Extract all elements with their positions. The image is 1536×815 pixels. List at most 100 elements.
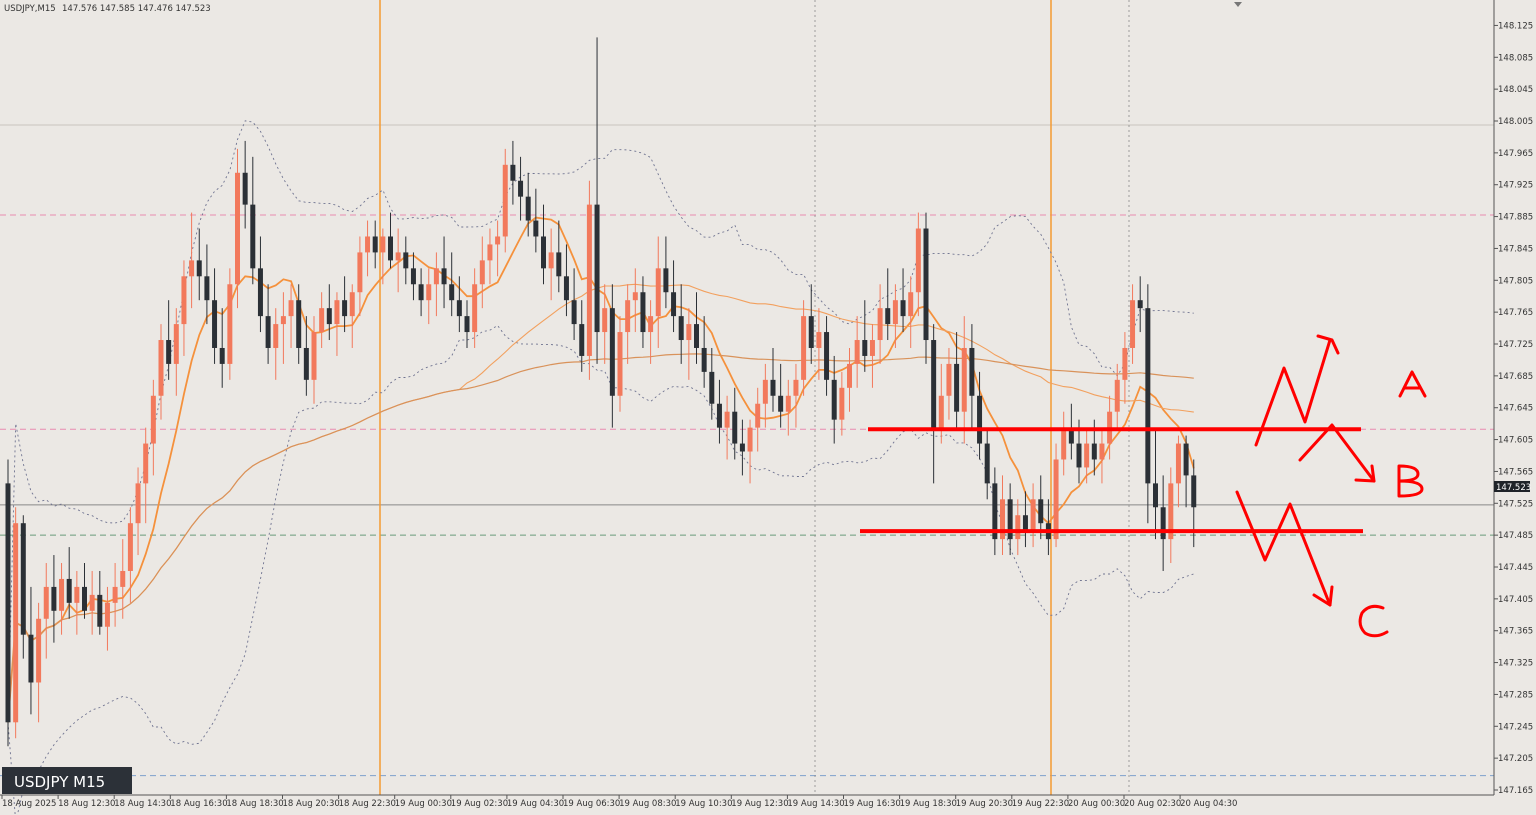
price-tick-label-7: 147.845 — [1498, 244, 1533, 254]
candle-body-79 — [609, 308, 615, 396]
candle-body-4 — [36, 618, 42, 683]
candle-body-80 — [617, 332, 623, 396]
candle-body-74 — [571, 300, 577, 325]
candle-body-22 — [173, 324, 179, 364]
candle-body-31 — [242, 172, 248, 205]
candle-body-128 — [984, 443, 990, 484]
candle-body-17 — [135, 483, 141, 524]
candle-body-18 — [143, 443, 149, 484]
candle-body-58 — [449, 284, 455, 301]
price-tick-label-9: 147.765 — [1498, 308, 1533, 318]
time-tick-label-7: 19 Aug 00:30 — [395, 799, 452, 809]
candle-body-148 — [1137, 300, 1143, 309]
ma-fast-line — [7, 216, 1195, 723]
candle-body-1 — [13, 523, 19, 723]
candle-body-115 — [885, 308, 891, 325]
candle-body-36 — [280, 316, 286, 325]
candle-body-138 — [1061, 427, 1067, 460]
candle-body-127 — [977, 395, 983, 444]
price-tick-label-17: 147.445 — [1498, 563, 1533, 573]
time-tick-label-12: 19 Aug 10:30 — [675, 799, 732, 809]
candle-body-16 — [127, 523, 133, 571]
candle-body-116 — [892, 300, 898, 325]
ma-slow-line — [7, 353, 1194, 723]
candle-body-154 — [1183, 443, 1189, 476]
time-tick-label-14: 19 Aug 14:30 — [787, 799, 844, 809]
price-tick-label-12: 147.645 — [1498, 404, 1533, 414]
price-tick-label-3: 148.005 — [1498, 117, 1533, 127]
candle-body-112 — [862, 340, 868, 356]
price-tick-label-16: 147.485 — [1498, 531, 1533, 541]
price-tick-label-13: 147.605 — [1498, 436, 1533, 446]
candle-body-119 — [915, 228, 921, 293]
candle-body-155 — [1191, 475, 1197, 508]
candle-body-66 — [510, 164, 516, 181]
candle-body-51 — [395, 252, 401, 261]
candle-body-88 — [678, 316, 684, 341]
candle-body-82 — [632, 292, 638, 301]
candle-body-84 — [648, 316, 654, 333]
time-tick-label-1: 18 Aug 12:30 — [58, 799, 115, 809]
candle-body-139 — [1068, 427, 1074, 444]
hand-annotations — [1235, 334, 1427, 638]
candle-body-150 — [1153, 483, 1158, 508]
candle-body-86 — [663, 268, 669, 293]
candle-body-62 — [479, 260, 485, 285]
candle-body-133 — [1022, 515, 1028, 532]
candle-body-27 — [212, 300, 218, 348]
time-tick-label-15: 19 Aug 16:30 — [844, 799, 901, 809]
candle-body-6 — [51, 586, 57, 611]
indicators — [7, 120, 1195, 815]
candle-body-131 — [1007, 499, 1013, 540]
candle-body-50 — [388, 236, 393, 261]
price-tick-label-20: 147.325 — [1498, 659, 1533, 669]
time-tick-label-17: 19 Aug 20:30 — [956, 799, 1013, 809]
candle-body-121 — [931, 340, 937, 428]
label-b-glyph — [1397, 464, 1424, 498]
candle-body-32 — [250, 204, 256, 269]
candle-body-81 — [625, 300, 631, 333]
candle-body-38 — [296, 300, 302, 348]
candle-body-13 — [104, 602, 110, 627]
candle-body-30 — [235, 172, 240, 285]
candle-body-14 — [112, 586, 118, 603]
candle-body-146 — [1122, 347, 1128, 380]
candle-body-41 — [319, 308, 325, 333]
price-tick-label-21: 147.285 — [1498, 690, 1533, 700]
candle-body-142 — [1091, 443, 1097, 460]
candle-body-109 — [839, 387, 845, 420]
candle-body-56 — [433, 268, 439, 285]
current-price-label: 147.523 — [1496, 483, 1531, 493]
candle-body-87 — [671, 292, 677, 317]
candle-body-134 — [1030, 499, 1036, 532]
label-c-glyph — [1358, 604, 1389, 638]
current-price-tag — [1494, 481, 1530, 492]
candle-body-34 — [265, 316, 271, 348]
price-tick-label-8: 147.805 — [1498, 276, 1533, 286]
price-tick-label-2: 148.045 — [1498, 85, 1533, 95]
candle-body-95 — [732, 411, 738, 444]
candle-body-37 — [288, 300, 294, 317]
time-tick-label-3: 18 Aug 16:30 — [170, 799, 227, 809]
candle-body-12 — [97, 594, 103, 627]
candle-body-91 — [701, 347, 707, 372]
shift-marker-icon[interactable] — [1234, 2, 1242, 7]
candle-body-2 — [20, 523, 26, 635]
price-tick-label-10: 147.725 — [1498, 340, 1533, 350]
time-tick-label-9: 19 Aug 04:30 — [507, 799, 564, 809]
candle-body-70 — [541, 236, 546, 269]
candle-body-29 — [227, 284, 233, 364]
candle-body-124 — [954, 363, 960, 412]
price-tick-label-0: 148.125 — [1498, 21, 1533, 31]
candle-body-85 — [655, 268, 661, 317]
candle-body-61 — [472, 284, 478, 333]
candle-body-0 — [5, 483, 11, 723]
candle-body-98 — [755, 403, 761, 428]
candles — [5, 37, 1197, 747]
session-separators — [379, 0, 1130, 795]
time-tick-label-10: 19 Aug 06:30 — [563, 799, 620, 809]
time-tick-label-13: 19 Aug 12:30 — [731, 799, 788, 809]
candle-body-3 — [28, 634, 34, 683]
